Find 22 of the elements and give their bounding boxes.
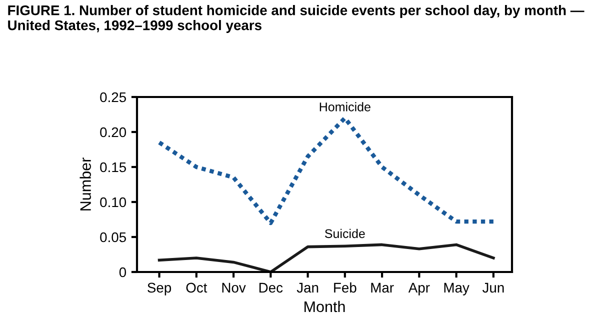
- y-tick-label: 0.10: [100, 197, 126, 208]
- y-tick-label: 0.05: [100, 232, 126, 242]
- y-tick-label: 0.15: [100, 162, 126, 172]
- y-axis-title: Number: [80, 158, 91, 210]
- y-tick-label: 0: [119, 267, 126, 278]
- series-label: Homicide: [320, 102, 370, 112]
- x-tick-label: Mar: [371, 282, 394, 293]
- x-axis-title: Month: [304, 300, 345, 312]
- x-tick-label: Jan: [296, 282, 318, 293]
- x-tick-label: Oct: [186, 282, 208, 293]
- line-series: [158, 243, 495, 272]
- x-tick-label: Feb: [334, 282, 356, 293]
- y-tick-label: 0.25: [100, 92, 126, 102]
- series-label: Suicide: [324, 228, 365, 238]
- x-tick-label: Jun: [482, 282, 504, 293]
- x-tick-label: Apr: [408, 282, 430, 296]
- chart-title: FIGURE 1. Number of student homicide and suicide events per school day, by month — United States, 1992–1999 school years: [8, 5, 584, 33]
- x-tick-label: May: [444, 282, 470, 296]
- y-tick-label: 0.20: [100, 127, 126, 138]
- x-tick-label: Dec: [259, 282, 283, 293]
- x-tick-label: Nov: [222, 282, 246, 293]
- x-tick-label: Sep: [148, 282, 172, 296]
